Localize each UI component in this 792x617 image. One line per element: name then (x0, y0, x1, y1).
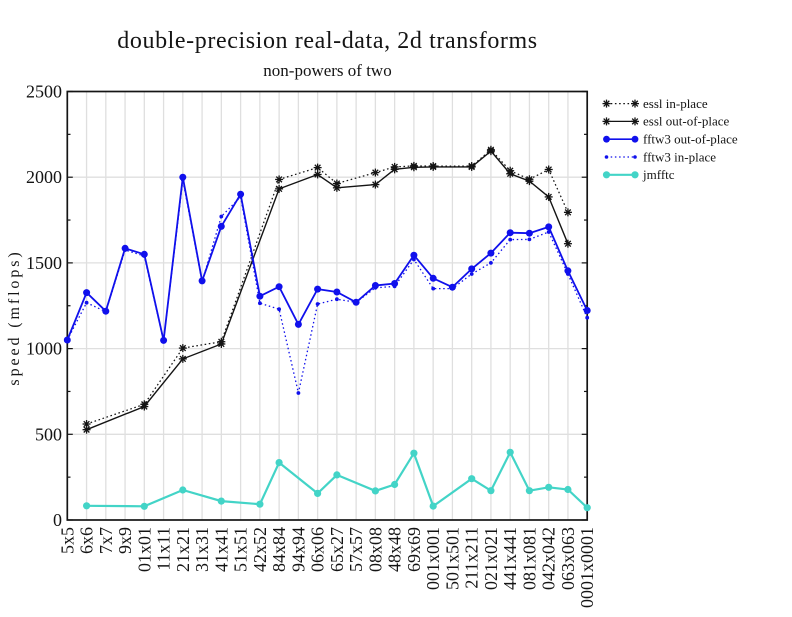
svg-text:69x69: 69x69 (404, 527, 424, 572)
svg-text:94x94: 94x94 (288, 527, 308, 572)
svg-text:6x6: 6x6 (77, 527, 97, 554)
svg-text:0: 0 (53, 510, 62, 530)
svg-text:063x063: 063x063 (558, 527, 578, 590)
svg-text:essl in-place: essl in-place (643, 96, 708, 111)
svg-text:01x01: 01x01 (134, 527, 154, 572)
svg-text:non-powers of two: non-powers of two (263, 61, 391, 80)
svg-text:9x9: 9x9 (115, 527, 135, 554)
svg-text:57x57: 57x57 (346, 527, 366, 572)
svg-text:11x11: 11x11 (154, 527, 174, 571)
svg-text:5x5: 5x5 (57, 527, 77, 554)
svg-text:021x021: 021x021 (481, 527, 501, 590)
svg-text:1000: 1000 (26, 339, 62, 359)
svg-text:51x51: 51x51 (231, 527, 251, 572)
svg-text:211x211: 211x211 (462, 527, 482, 589)
svg-text:1500: 1500 (26, 253, 62, 273)
svg-text:jmfftc: jmfftc (642, 167, 675, 182)
svg-text:441x441: 441x441 (500, 527, 520, 590)
svg-text:081x081: 081x081 (519, 527, 539, 590)
svg-text:31x31: 31x31 (192, 527, 212, 572)
svg-text:48x48: 48x48 (385, 527, 405, 572)
svg-text:06x06: 06x06 (308, 527, 328, 572)
svg-text:speed (mflops): speed (mflops) (6, 249, 23, 385)
svg-text:42x52: 42x52 (250, 527, 270, 572)
svg-text:08x08: 08x08 (365, 527, 385, 572)
svg-text:essl out-of-place: essl out-of-place (643, 114, 730, 129)
svg-text:84x84: 84x84 (269, 527, 289, 572)
svg-text:2000: 2000 (26, 167, 62, 187)
svg-text:501x501: 501x501 (442, 527, 462, 590)
svg-text:042x042: 042x042 (539, 527, 559, 590)
svg-text:41x41: 41x41 (211, 527, 231, 572)
svg-text:65x27: 65x27 (327, 527, 347, 572)
svg-text:double-precision real-data, 2d: double-precision real-data, 2d transform… (117, 28, 537, 54)
svg-text:21x21: 21x21 (173, 527, 193, 572)
svg-text:500: 500 (35, 424, 62, 444)
svg-text:2500: 2500 (26, 82, 62, 102)
svg-text:7x7: 7x7 (96, 527, 116, 554)
svg-text:0001x0001: 0001x0001 (577, 527, 597, 608)
svg-text:fftw3 out-of-place: fftw3 out-of-place (643, 132, 738, 147)
svg-text:001x001: 001x001 (423, 527, 443, 590)
svg-text:fftw3 in-place: fftw3 in-place (643, 149, 716, 164)
